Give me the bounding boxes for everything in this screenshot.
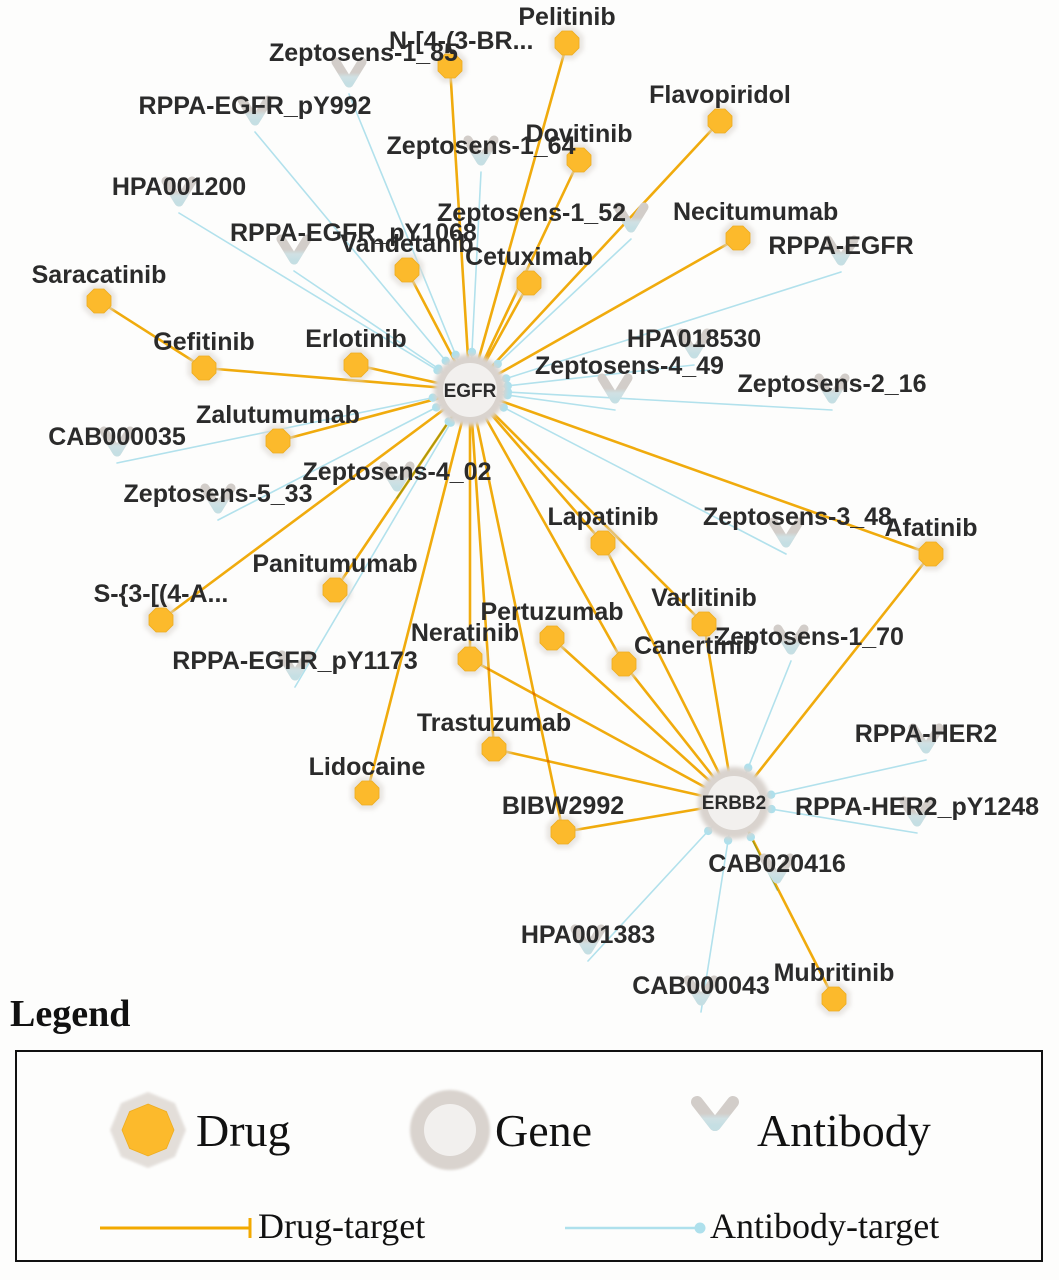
svg-text:Antibody-target: Antibody-target: [710, 1206, 939, 1246]
svg-text:Drug: Drug: [196, 1105, 291, 1156]
svg-text:Antibody: Antibody: [757, 1105, 931, 1156]
svg-text:Gene: Gene: [495, 1105, 592, 1156]
svg-text:Drug-target: Drug-target: [258, 1206, 425, 1246]
